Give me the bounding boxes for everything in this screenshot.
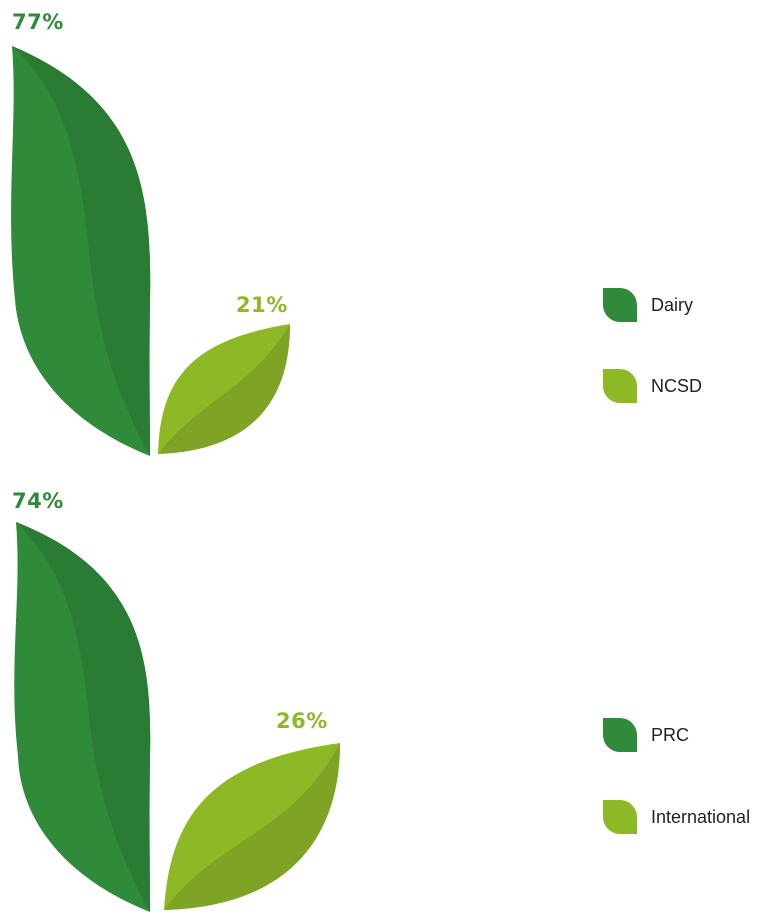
data-label-international: 26%: [276, 709, 328, 733]
legend-item-international: International: [603, 800, 750, 834]
data-label-dairy: 77%: [12, 10, 64, 34]
leaf-small: [158, 324, 290, 454]
legend-label-ncsd: NCSD: [651, 375, 703, 396]
leaf-chart-svg: [11, 46, 290, 456]
legend-swatch-ncsd: [603, 369, 637, 403]
leaf-big-shade: [16, 522, 151, 912]
leaf-small: [164, 743, 340, 910]
leaf-small-shade: [158, 324, 290, 454]
legend-item-dairy: Dairy: [603, 288, 693, 322]
legend-label-prc: PRC: [651, 724, 690, 745]
legend-label-international: International: [651, 806, 751, 827]
chart-prc-international: 74% 26% PRC International: [0, 456, 763, 912]
legend-item-ncsd: NCSD: [603, 369, 702, 403]
chart-dairy-ncsd: 77% 21% Dairy NCSD: [11, 10, 702, 456]
data-label-prc: 74%: [12, 489, 64, 513]
legend-swatch-dairy: [603, 288, 637, 322]
legend-item-prc: PRC: [603, 718, 689, 752]
leaf-small-shade: [164, 743, 340, 910]
leaf-big: [11, 46, 151, 456]
legend-label-dairy: Dairy: [651, 294, 694, 315]
legend-swatch-prc: [603, 718, 637, 752]
leaf-big-shade: [12, 46, 151, 456]
leaf-chart-svg: [14, 522, 340, 912]
data-label-ncsd: 21%: [236, 293, 288, 317]
legend-swatch-international: [603, 800, 637, 834]
leaf-big: [14, 522, 151, 912]
